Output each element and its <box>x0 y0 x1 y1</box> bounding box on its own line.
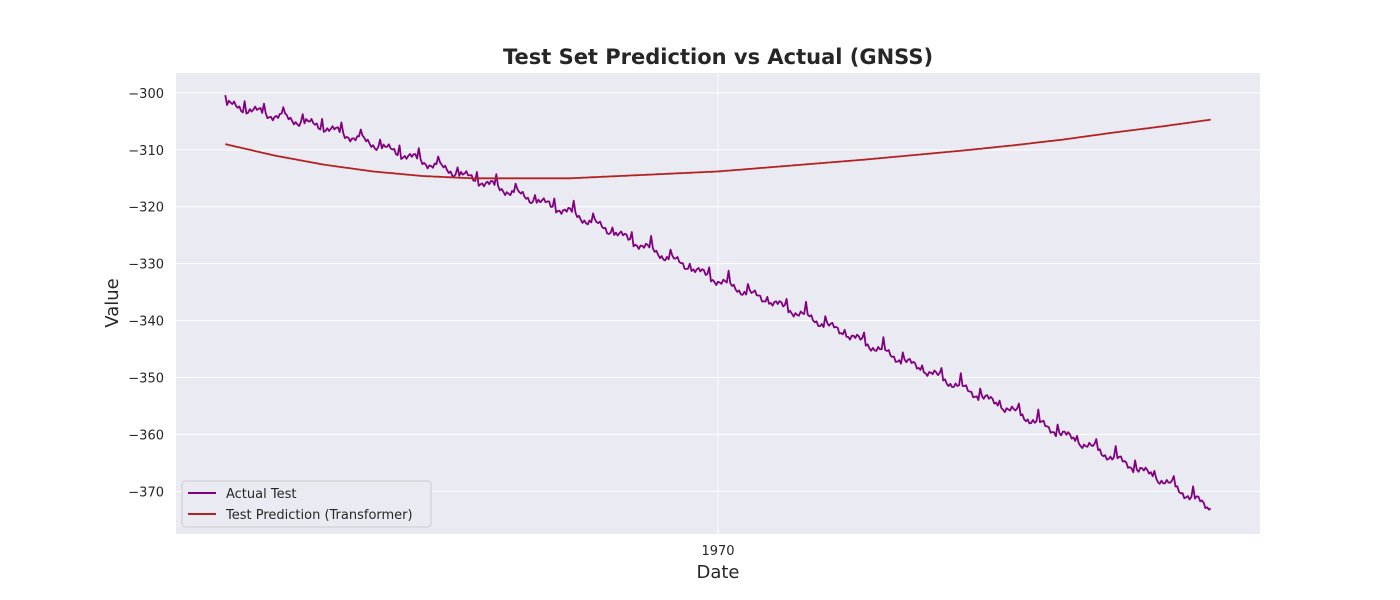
y-tick-label: −310 <box>128 144 164 159</box>
series-layer <box>224 95 1212 511</box>
y-tick-label: −350 <box>128 371 164 386</box>
legend: Actual Test Test Prediction (Transformer… <box>181 480 432 528</box>
legend-box <box>181 480 432 528</box>
series-line-actual-test <box>224 95 1212 511</box>
series-line-test-prediction <box>225 118 1211 180</box>
legend-label-actual-test: Actual Test <box>226 487 296 502</box>
y-tick-label: −330 <box>128 258 164 273</box>
y-axis-label: Value <box>102 278 123 327</box>
x-axis-ticks: 1970 <box>701 544 734 559</box>
x-tick-label: 1970 <box>701 544 734 559</box>
y-tick-label: −340 <box>128 315 164 330</box>
y-tick-label: −360 <box>128 428 164 443</box>
y-tick-label: −320 <box>128 201 164 216</box>
legend-label-test-prediction: Test Prediction (Transformer) <box>225 508 413 523</box>
chart-title: Test Set Prediction vs Actual (GNSS) <box>503 45 933 69</box>
y-tick-label: −370 <box>128 485 164 500</box>
y-axis-ticks: −300 −310 −320 −330 −340 −350 −360 −370 <box>128 87 164 500</box>
y-tick-label: −300 <box>128 87 164 102</box>
x-axis-label: Date <box>696 562 739 583</box>
